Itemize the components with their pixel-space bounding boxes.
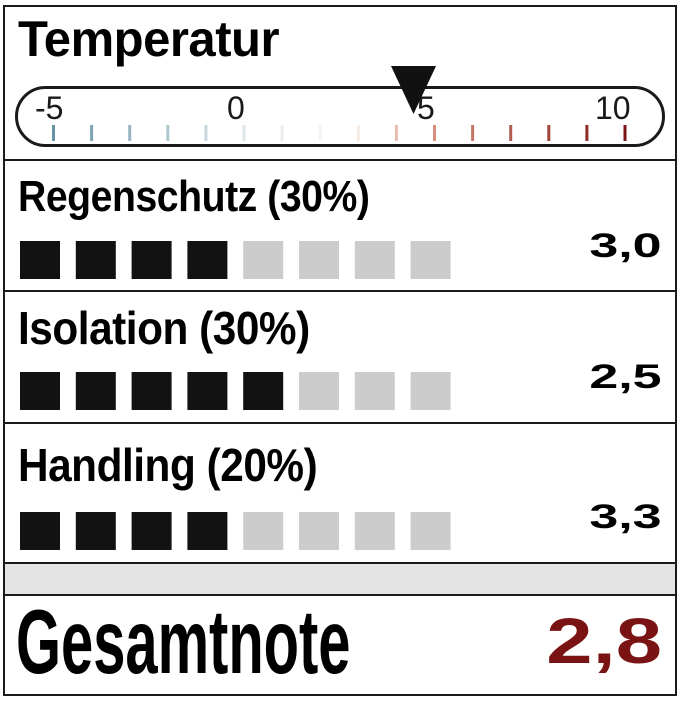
svg-text:0: 0: [227, 90, 245, 126]
svg-text:-5: -5: [35, 90, 63, 126]
svg-text:10: 10: [595, 90, 631, 126]
